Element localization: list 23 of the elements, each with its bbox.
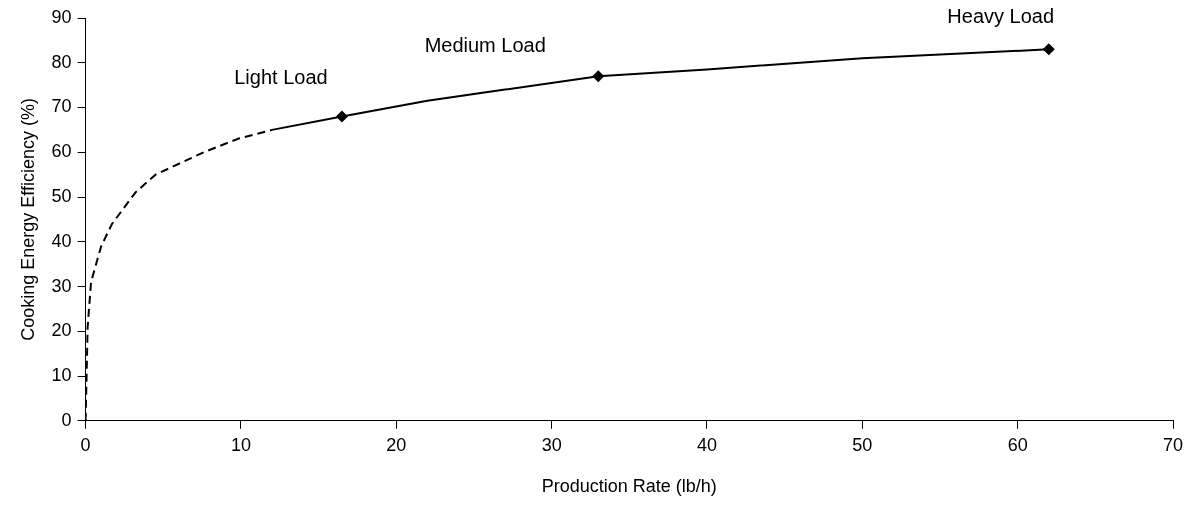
annotation: Light Load [234,65,328,88]
x-tick-label: 40 [696,434,717,455]
y-tick-label: 50 [51,185,72,206]
x-tick-label: 0 [80,434,91,455]
x-tick-label: 60 [1007,434,1028,455]
y-tick-label: 80 [51,51,72,72]
y-tick-label: 40 [51,230,72,251]
x-tick-label: 30 [541,434,562,455]
y-tick-label: 10 [51,365,72,386]
x-axis-title: Production Rate (lb/h) [541,476,717,497]
y-tick-label: 90 [51,6,72,27]
x-tick-label: 20 [386,434,407,455]
y-tick-label: 30 [51,275,72,296]
y-tick-label: 70 [51,96,72,117]
y-tick-label: 0 [61,409,72,430]
annotation: Medium Load [424,33,546,56]
annotation: Heavy Load [947,4,1055,27]
y-axis-title: Cooking Energy Efficiency (%) [17,98,38,341]
y-tick-label: 60 [51,141,72,162]
x-tick-label: 50 [852,434,873,455]
y-tick-label: 20 [51,320,72,341]
x-tick-label: 70 [1162,434,1184,455]
x-tick-label: 10 [230,434,251,455]
